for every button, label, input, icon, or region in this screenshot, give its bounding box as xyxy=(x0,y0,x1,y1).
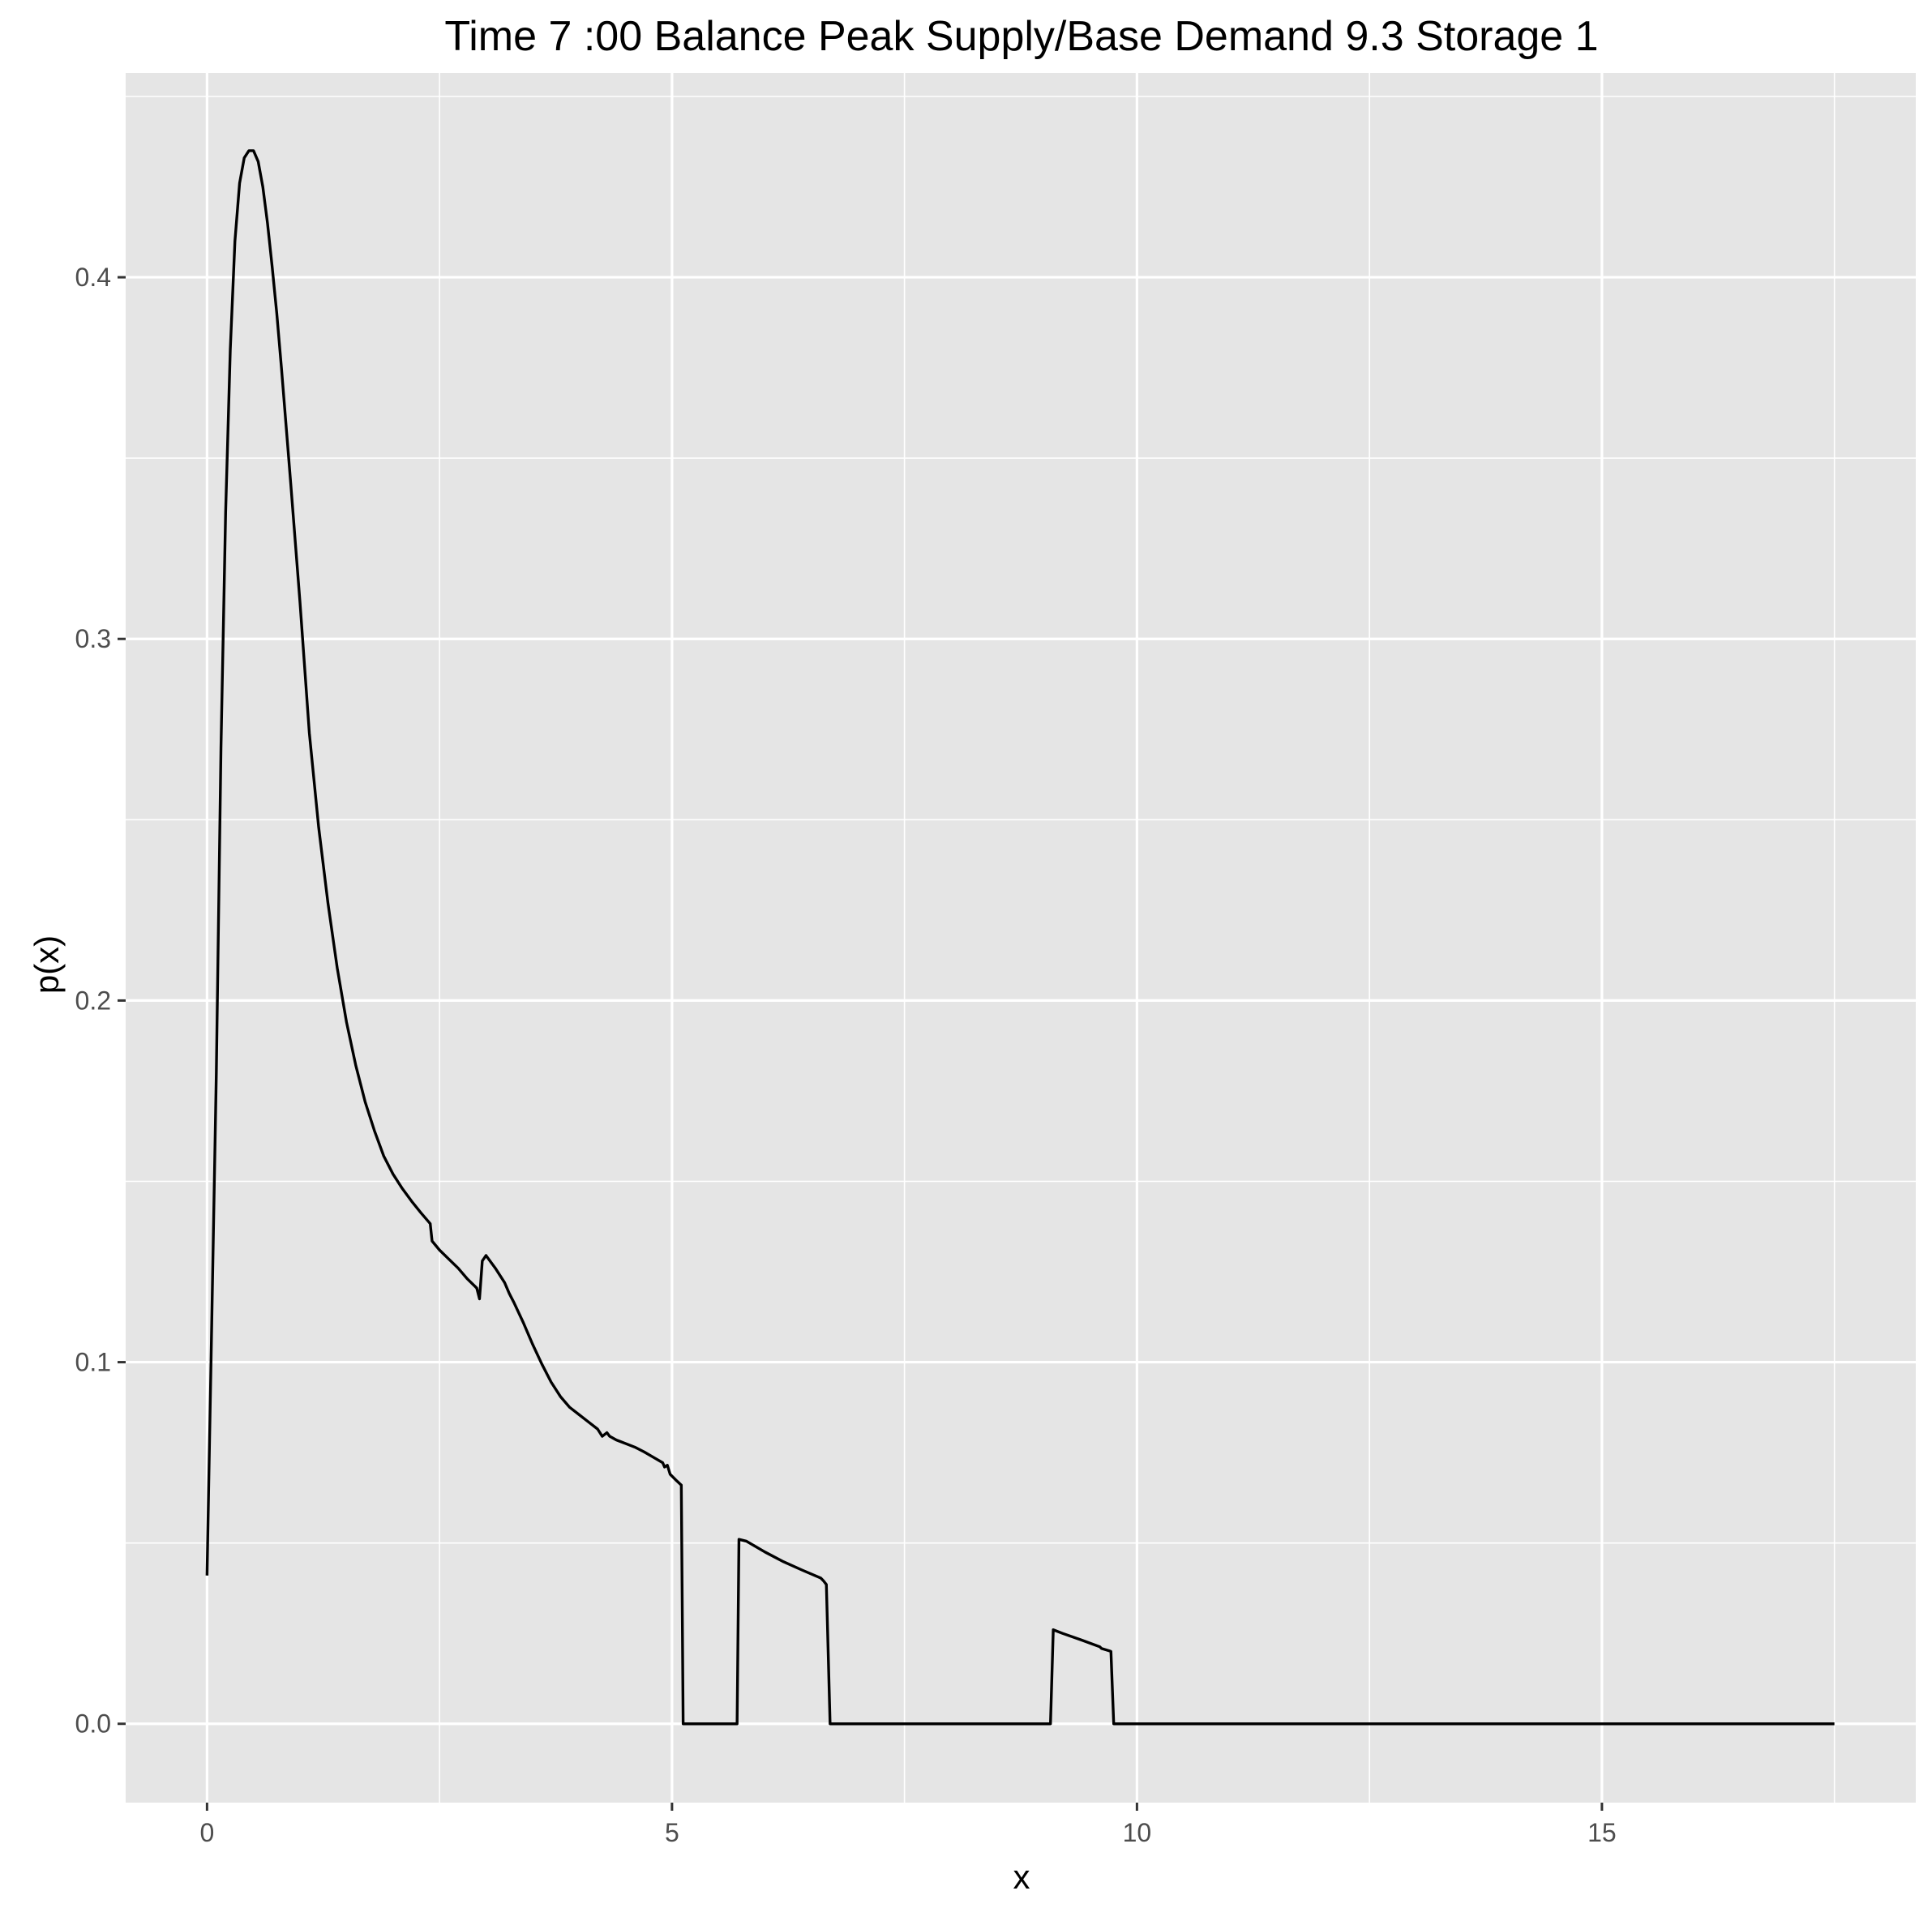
x-tick-label: 5 xyxy=(665,1818,679,1847)
x-axis-title: x xyxy=(1013,1858,1030,1896)
x-tick-label: 0 xyxy=(199,1818,214,1847)
plot-panel xyxy=(126,73,1916,1803)
minor-gridlines xyxy=(126,73,1916,1803)
x-axis-ticks: 0 5 10 15 xyxy=(199,1803,1617,1847)
x-tick-label: 10 xyxy=(1123,1818,1152,1847)
major-gridlines xyxy=(126,73,1916,1803)
y-tick-label: 0.0 xyxy=(75,1709,111,1739)
y-tick-label: 0.1 xyxy=(75,1348,111,1377)
y-tick-label: 0.4 xyxy=(75,263,111,292)
chart-title: Time 7 :00 Balance Peak Supply/Base Dema… xyxy=(444,13,1598,60)
series-line xyxy=(205,149,1835,1726)
y-tick-label: 0.2 xyxy=(75,986,111,1015)
y-axis-ticks: 0.0 0.1 0.2 0.3 0.4 xyxy=(75,263,126,1739)
x-tick-label: 15 xyxy=(1587,1818,1617,1847)
y-axis-title: p(x) xyxy=(28,935,66,994)
y-tick-label: 0.3 xyxy=(75,624,111,653)
